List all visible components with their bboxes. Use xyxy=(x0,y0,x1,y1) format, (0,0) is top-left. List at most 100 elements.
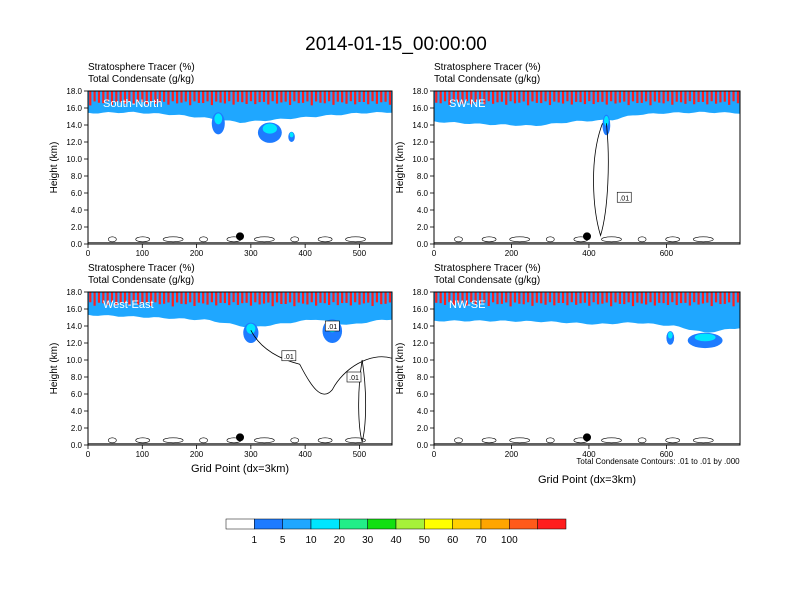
tracer-spike xyxy=(728,292,731,303)
tracer-spike xyxy=(500,292,503,304)
tracer-spike xyxy=(548,91,552,106)
tracer-spike xyxy=(658,91,661,103)
tracer-spike xyxy=(341,292,344,304)
tracer-spike xyxy=(210,91,213,106)
contour-loop xyxy=(290,236,300,243)
tracer-spike xyxy=(275,91,279,104)
tracer-spike xyxy=(180,91,183,103)
figure-title: 2014-01-15_00:00:00 xyxy=(305,34,487,55)
tracer-spike xyxy=(631,292,635,307)
y-tick-label: 10.0 xyxy=(412,155,428,164)
tracer-spike xyxy=(553,292,556,306)
tracer-spike xyxy=(443,91,447,102)
tracer-spike xyxy=(470,91,473,105)
tracer-spike xyxy=(736,91,740,104)
panel-label: West-East xyxy=(103,299,154,311)
colorbar-label: 5 xyxy=(280,535,286,546)
contour-loop xyxy=(345,437,366,444)
y-tick-label: 2.0 xyxy=(417,223,429,232)
tracer-spike xyxy=(448,91,451,105)
tracer-spike xyxy=(97,292,101,303)
tracer-spike xyxy=(697,91,700,103)
colorbar-label: 10 xyxy=(305,535,317,546)
y-tick-label: 14.0 xyxy=(66,322,82,331)
tracer-spike xyxy=(358,91,361,102)
tracer-spike xyxy=(714,292,718,303)
tracer-spike xyxy=(601,292,604,304)
tracer-spike xyxy=(301,292,305,304)
colorbar-swatch xyxy=(254,518,283,530)
colorbar-label: 30 xyxy=(362,535,374,546)
tracer-spike xyxy=(566,91,569,102)
y-tick-label: 12.0 xyxy=(66,138,82,147)
tracer-spike xyxy=(614,91,617,104)
contour-label-box xyxy=(324,320,340,332)
y-tick-label: 8.0 xyxy=(71,373,83,382)
tracer-spike xyxy=(93,91,96,102)
tracer-spike xyxy=(106,292,109,305)
tracer-spike xyxy=(557,292,560,303)
location-marker xyxy=(236,433,244,442)
colorbar-swatch xyxy=(282,518,312,530)
tracer-spike xyxy=(701,292,705,304)
tracer-spike xyxy=(262,292,266,304)
contour-label: .01 xyxy=(327,324,337,331)
tracer-spike xyxy=(732,91,735,102)
x-tick-label: 400 xyxy=(298,249,312,258)
tracer-spike xyxy=(280,91,283,103)
tracer-spike xyxy=(336,91,339,102)
colorbar-label: 1 xyxy=(252,535,258,546)
tracer-spike xyxy=(110,292,114,303)
x-tick-label: 400 xyxy=(582,249,596,258)
tracer-spike xyxy=(284,91,287,102)
tracer-spike xyxy=(452,292,455,306)
tracer-spike xyxy=(189,91,192,106)
panel-label: NW-SE xyxy=(449,299,485,311)
tracer-spike xyxy=(310,91,313,106)
tracer-spike xyxy=(465,91,468,102)
y-tick-label: 18.0 xyxy=(66,87,82,96)
contour-loop xyxy=(509,236,530,243)
tracer-spike xyxy=(332,91,335,105)
y-tick-label: 18.0 xyxy=(412,288,428,297)
tracer-spike xyxy=(526,292,530,303)
tracer-spike xyxy=(500,91,503,102)
x-tick-label: 100 xyxy=(136,450,150,459)
tracer-spike xyxy=(592,292,595,303)
y-tick-label: 6.0 xyxy=(417,390,429,399)
tracer-spike xyxy=(163,292,166,304)
tracer-spike xyxy=(684,292,687,303)
cloud-blob-core xyxy=(262,123,278,134)
tracer-spike xyxy=(149,292,153,306)
tracer-spike xyxy=(570,91,573,105)
x-tick-label: 400 xyxy=(582,450,596,459)
tracer-spike xyxy=(323,91,326,104)
y-tick-label: 14.0 xyxy=(412,121,428,130)
x-axis-label: Grid Point (dx=3km) xyxy=(191,463,289,475)
panel-label: SW-NE xyxy=(449,98,485,110)
cloud-blob-core xyxy=(289,132,294,138)
colorbar-swatch xyxy=(367,518,397,530)
contour-loop xyxy=(665,437,680,444)
x-tick-label: 300 xyxy=(244,450,258,459)
tracer-spike xyxy=(202,91,205,104)
tracer-spike xyxy=(171,91,174,102)
tracer-spike xyxy=(189,292,192,303)
tracer-spike xyxy=(258,292,261,305)
tracer-spike xyxy=(610,91,613,102)
tracer-spike xyxy=(362,292,365,304)
tracer-spike xyxy=(315,91,318,102)
x-tick-label: 200 xyxy=(190,249,204,258)
tracer-spike xyxy=(693,91,696,105)
tracer-spike xyxy=(697,292,700,305)
tracer-spike xyxy=(262,91,266,102)
tracer-spike xyxy=(115,292,118,306)
tracer-spike xyxy=(184,292,187,305)
tracer-spike xyxy=(435,292,438,303)
location-marker xyxy=(583,433,591,442)
location-marker xyxy=(583,232,591,241)
tracer-spike xyxy=(544,292,547,305)
tracer-spike xyxy=(219,91,222,103)
y-tick-label: 10.0 xyxy=(66,356,82,365)
tracer-spike xyxy=(245,292,248,303)
